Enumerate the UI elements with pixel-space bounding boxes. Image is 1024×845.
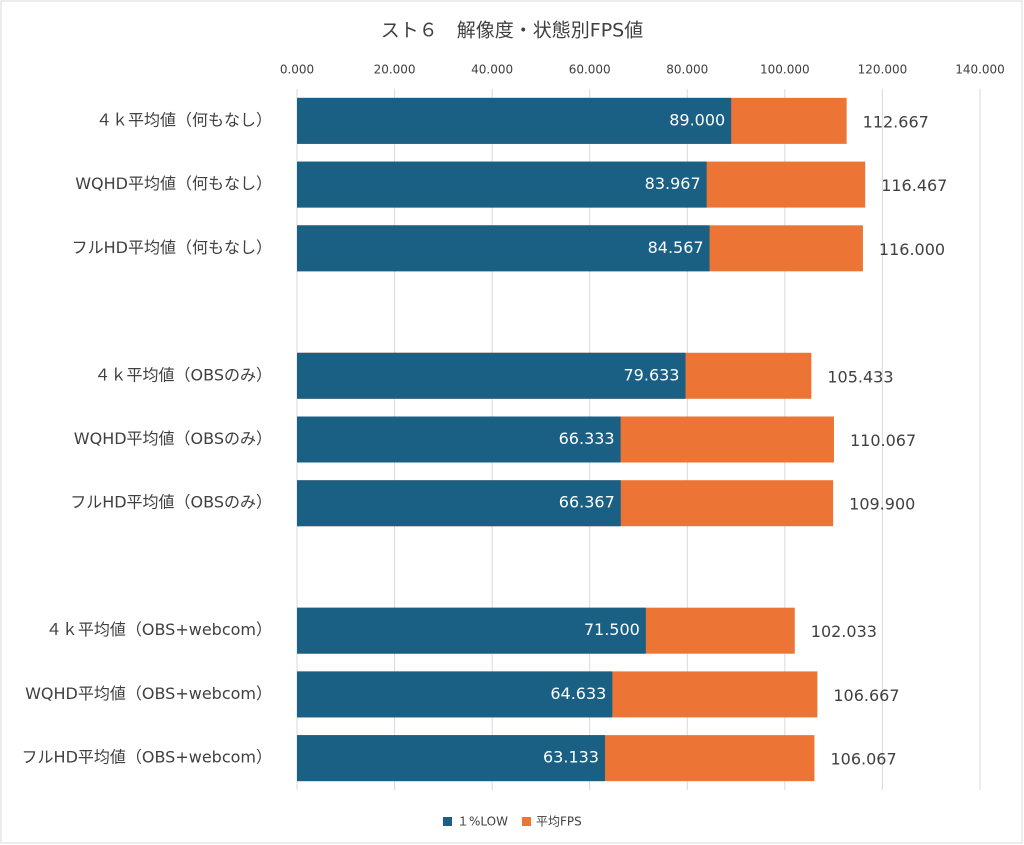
data-label: 89.000 (669, 110, 725, 129)
data-label: 84.567 (648, 238, 704, 257)
data-label: 106.067 (830, 750, 896, 769)
legend-label: １%LOW (457, 815, 508, 829)
y-tick-label: ４ｋ平均値（何もなし） (96, 110, 272, 129)
y-tick-label: WQHD平均値（OBS+webcom） (25, 684, 272, 703)
data-label: 109.900 (849, 495, 915, 514)
x-tick-label: 140.000 (955, 63, 1005, 77)
data-label: 66.367 (559, 493, 615, 512)
bar (297, 352, 686, 399)
bar (297, 416, 621, 463)
data-label: 71.500 (584, 620, 640, 639)
x-tick-label: 0.000 (280, 63, 314, 77)
bar (297, 671, 613, 718)
y-tick-label: フルHD平均値（OBS+webcom） (22, 748, 272, 767)
bar (297, 480, 621, 527)
legend-swatch (521, 817, 531, 826)
data-label: 66.333 (559, 429, 615, 448)
bar (297, 161, 707, 208)
x-tick-label: 100.000 (760, 63, 810, 77)
y-tick-label: WQHD平均値（何もなし） (75, 174, 272, 193)
data-label: 83.967 (645, 174, 701, 193)
y-tick-label: フルHD平均値（OBSのみ） (70, 493, 272, 512)
data-label: 64.633 (550, 684, 606, 703)
chart-title: スト６ 解像度・状態別FPS値 (381, 20, 643, 42)
bar (297, 225, 710, 272)
data-label: 63.133 (543, 748, 599, 767)
x-tick-label: 80.000 (666, 63, 708, 77)
y-tick-label: フルHD平均値（何もなし） (72, 238, 272, 257)
x-tick-label: 60.000 (569, 63, 611, 77)
x-tick-label: 120.000 (858, 63, 908, 77)
bar (297, 735, 605, 782)
legend-swatch (443, 817, 452, 826)
bar (297, 97, 732, 144)
y-tick-label: ４ｋ平均値（OBS+webcom） (46, 620, 272, 639)
data-label: 106.667 (833, 686, 899, 705)
x-tick-label: 20.000 (374, 63, 416, 77)
data-label: 110.067 (850, 431, 916, 450)
data-label: 116.467 (881, 176, 947, 195)
data-label: 105.433 (827, 367, 893, 386)
data-label: 112.667 (863, 112, 929, 131)
y-tick-label: WQHD平均値（OBSのみ） (74, 429, 272, 448)
data-label: 116.000 (879, 240, 945, 259)
bar (297, 607, 646, 654)
legend-label: 平均FPS (536, 815, 582, 829)
data-label: 102.033 (811, 622, 877, 641)
x-tick-label: 40.000 (471, 63, 513, 77)
data-label: 79.633 (624, 365, 680, 384)
y-tick-label: ４ｋ平均値（OBSのみ） (95, 365, 272, 384)
